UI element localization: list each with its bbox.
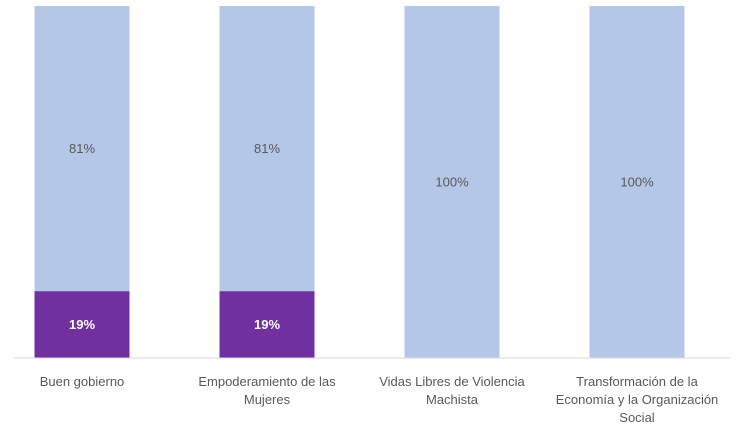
bar-segment-1-2 xyxy=(34,6,130,292)
data-label-4-2: 100% xyxy=(620,175,654,190)
data-label-1-2: 81% xyxy=(69,141,95,156)
bar-segment-2-1 xyxy=(219,291,315,358)
data-label-1-1: 19% xyxy=(69,317,95,332)
x-tick-label-1: Buen gobierno xyxy=(40,374,125,389)
x-tick-label-4: Transformación de la Economía y la Organi… xyxy=(556,374,719,425)
x-tick-label-line: Machista xyxy=(426,392,479,407)
x-tick-label-line: Mujeres xyxy=(244,392,291,407)
bar-segment-2-2 xyxy=(219,6,315,292)
data-labels-layer: 19% 81% 19% 81% 100% 100% xyxy=(69,141,654,332)
x-tick-label-line: Transformación de la xyxy=(576,374,698,389)
x-tick-label-line: Social xyxy=(619,410,655,425)
x-tick-label-line: Vidas Libres de Violencia xyxy=(379,374,525,389)
x-tick-label-2: Empoderamiento de las Mujeres xyxy=(198,374,336,407)
bar-segment-4-2 xyxy=(589,6,685,358)
bars-layer xyxy=(34,6,685,358)
data-label-2-2: 81% xyxy=(254,141,280,156)
x-tick-labels-layer: Buen gobierno Empoderamiento de las Mujere… xyxy=(40,374,719,425)
x-tick-label-line: Empoderamiento de las xyxy=(198,374,336,389)
bar-segment-3-2 xyxy=(404,6,500,358)
data-label-3-2: 100% xyxy=(435,175,469,190)
x-tick-label-3: Vidas Libres de Violencia Machista xyxy=(379,374,525,407)
x-tick-label-line: Buen gobierno xyxy=(40,374,125,389)
data-label-2-1: 19% xyxy=(254,317,280,332)
x-tick-label-line: Economía y la Organización xyxy=(556,392,719,407)
bar-segment-1-1 xyxy=(34,291,130,358)
